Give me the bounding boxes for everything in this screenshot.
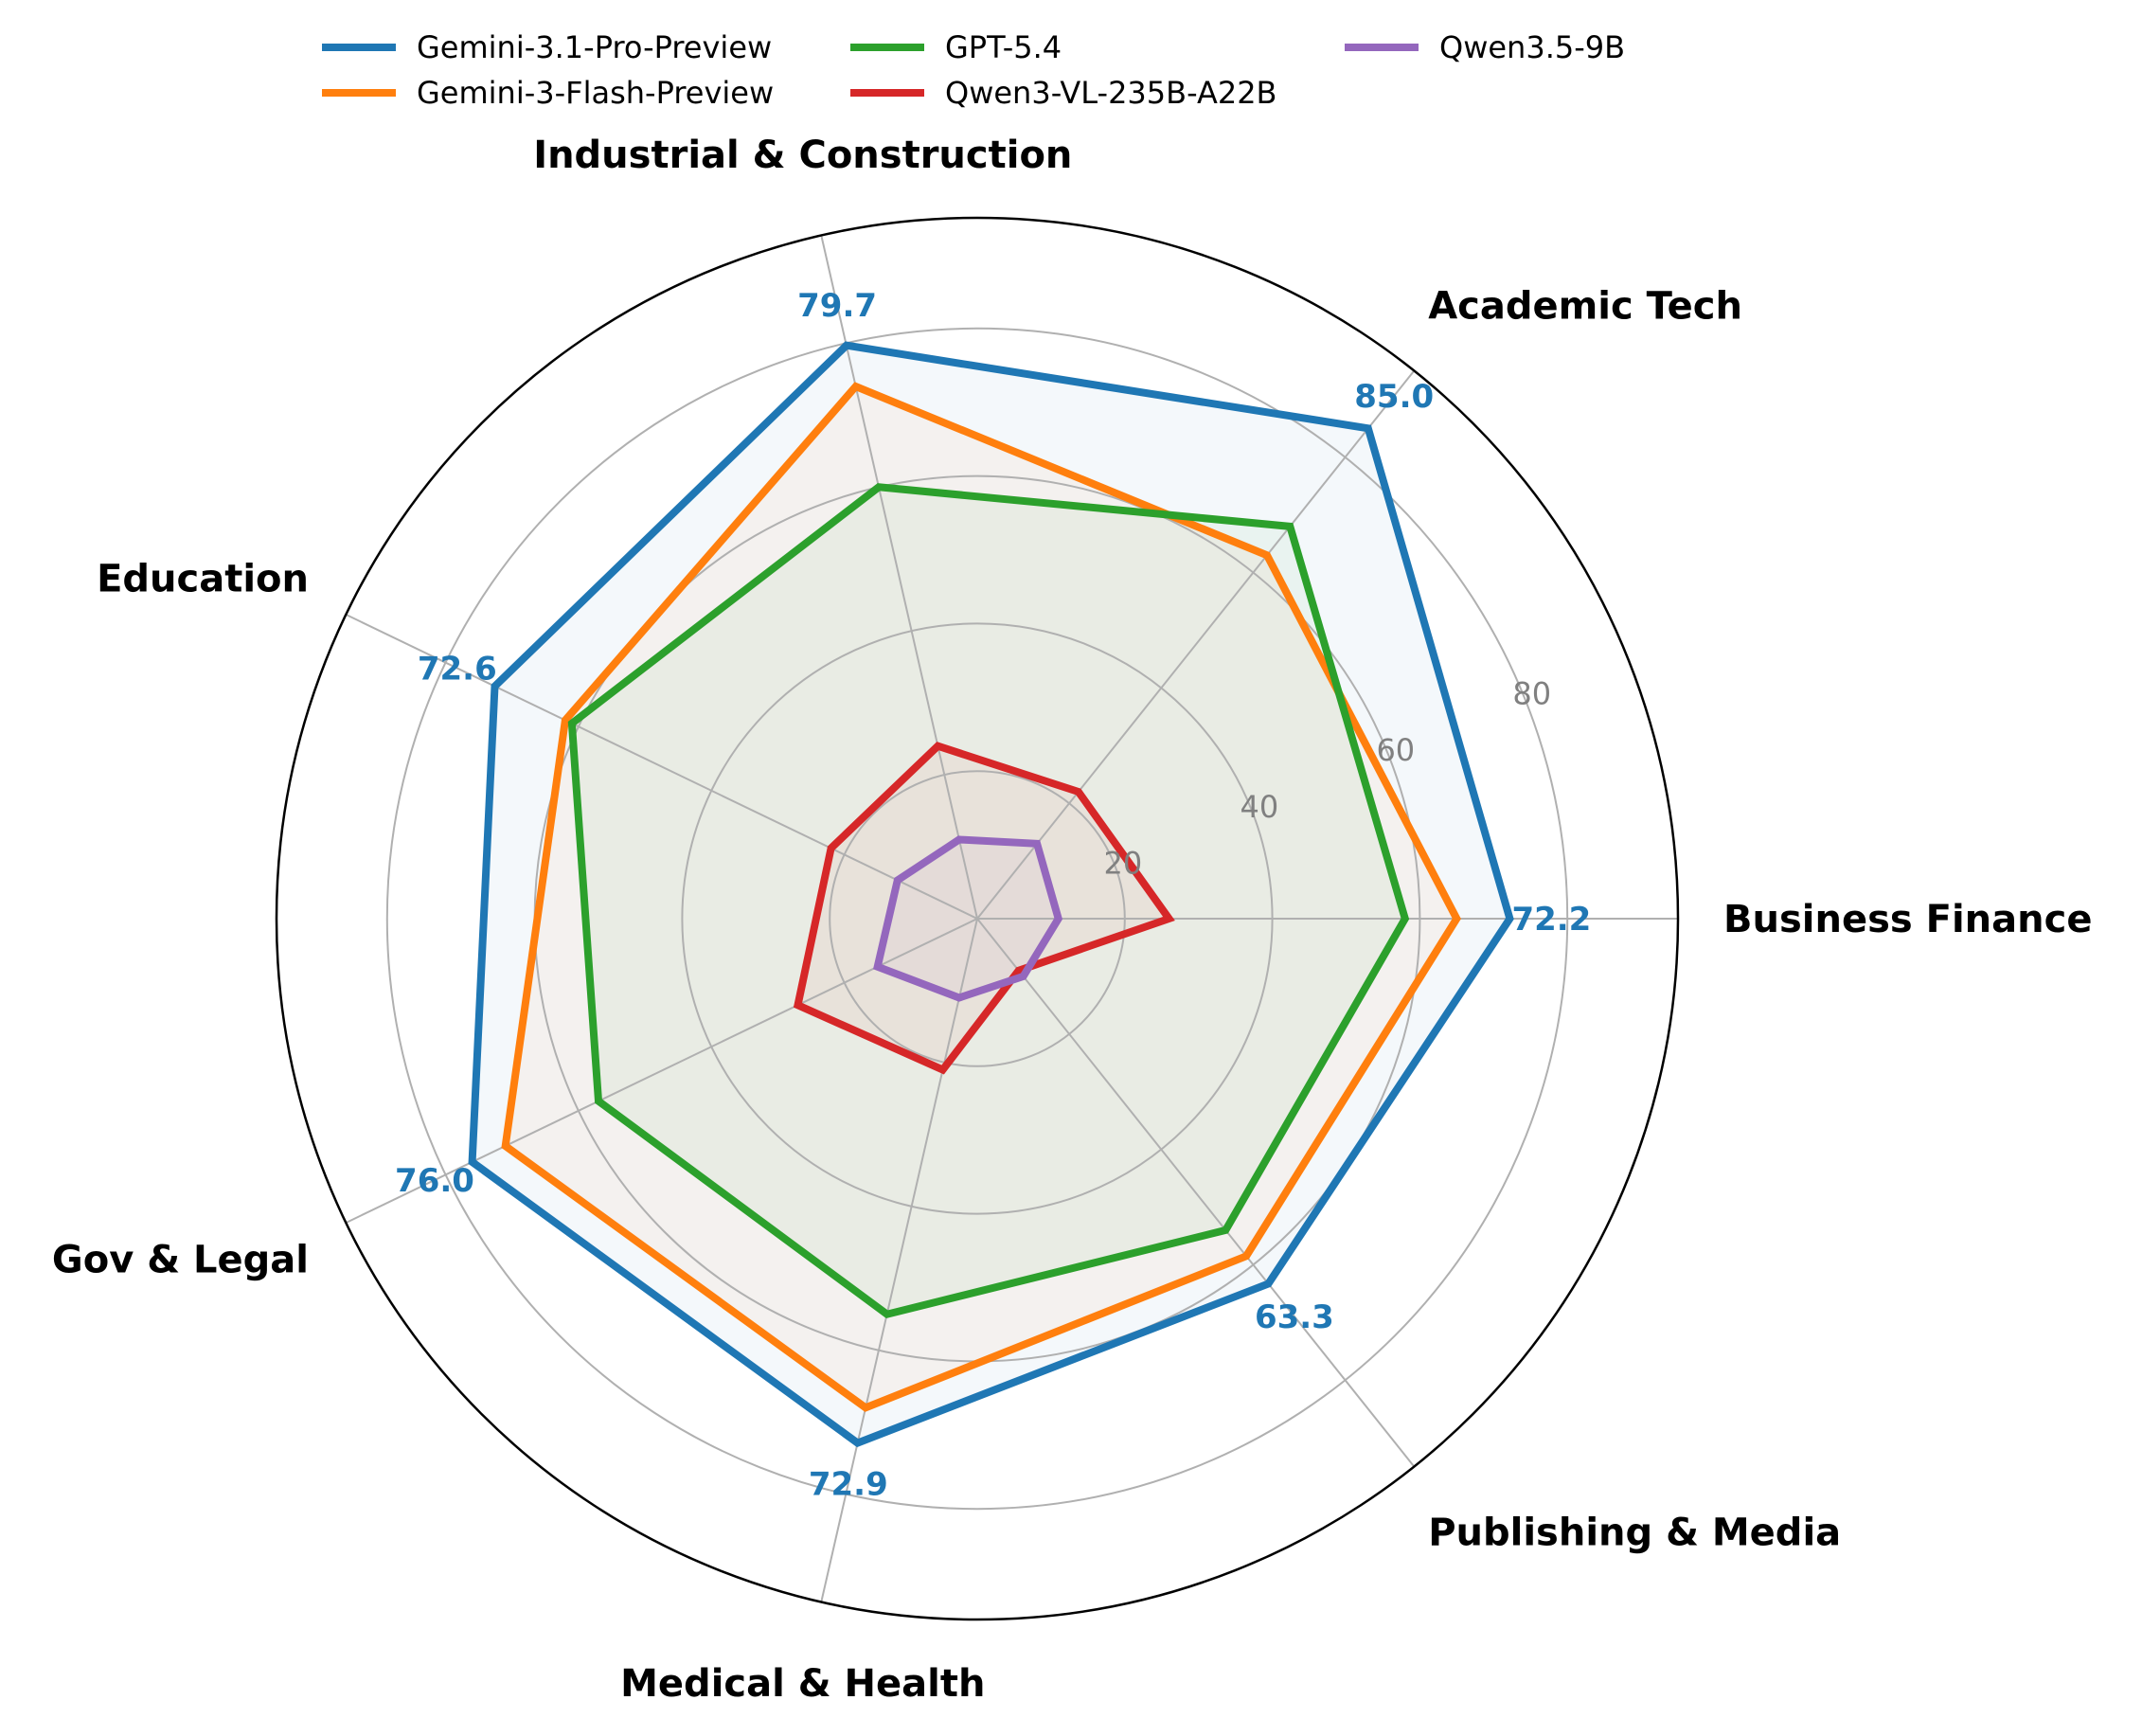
r-tick-label-60: 60: [1376, 732, 1415, 768]
series-line-gemini-3-flash-preview: [501, 382, 1461, 1412]
legend-label-qwen3-vl-235b-a22b: Qwen3-VL-235B-A22B: [945, 75, 1277, 111]
category-label-publishing-media: Publishing & Media: [1428, 1511, 1841, 1554]
series-line-gemini-3-1-pro-preview: [468, 341, 1514, 1448]
series-fill-qwen3-5-9b: [877, 839, 1059, 998]
spoke-education: [345, 613, 978, 920]
category-label-academic-tech: Academic Tech: [1428, 285, 1742, 329]
legend-label-gpt-5-4: GPT-5.4: [945, 29, 1062, 65]
spoke-publishing-media: [976, 918, 1416, 1468]
value-label-publishing-media: 63.3: [1255, 1298, 1334, 1336]
outer-frame: [275, 216, 1680, 1621]
series-fill-gemini-3-1-pro-preview: [472, 345, 1510, 1443]
series-line-qwen3-vl-235b-a22b: [793, 742, 1175, 1075]
series-lines: [468, 341, 1514, 1448]
category-label-gov-legal: Gov & Legal: [52, 1238, 309, 1281]
series-fills: [472, 345, 1510, 1443]
radial-grid: [345, 235, 1678, 1602]
category-label-business-finance: Business Finance: [1723, 898, 2092, 941]
series-line-gpt-5-4: [567, 483, 1410, 1319]
spoke-academic-tech: [976, 369, 1416, 920]
series-fill-qwen3-vl-235b-a22b: [797, 745, 1169, 1070]
category-label-education: Education: [97, 558, 309, 601]
value-labels: 72.2 85.0 79.7 72.6 76.0 72.9 63.3: [395, 287, 1591, 1504]
legend: Gemini-3.1-Pro-Preview Gemini-3-Flash-Pre…: [322, 29, 1625, 111]
value-label-industrial-construction: 79.7: [797, 287, 877, 325]
value-label-academic-tech: 85.0: [1354, 378, 1434, 416]
category-label-industrial-construction: Industrial & Construction: [533, 134, 1072, 177]
outer-circle: [275, 216, 1680, 1621]
r-tick-label-80: 80: [1512, 676, 1551, 712]
r-tick-label-40: 40: [1241, 789, 1279, 825]
legend-label-gemini-3-1-pro-preview: Gemini-3.1-Pro-Preview: [417, 29, 772, 65]
series-fill-gemini-3-flash-preview: [505, 386, 1457, 1408]
spoke-medical-health: [820, 918, 978, 1602]
spoke-gov-legal: [345, 918, 978, 1225]
category-label-medical-health: Medical & Health: [620, 1662, 985, 1706]
category-labels: Business Finance Academic Tech Industrial …: [52, 134, 2093, 1706]
radial-tick-labels: 20 40 60 80: [1104, 676, 1552, 882]
value-label-education: 72.6: [418, 651, 497, 689]
value-label-gov-legal: 76.0: [395, 1162, 474, 1200]
r-tick-label-20: 20: [1104, 845, 1143, 881]
series-line-qwen3-5-9b: [873, 835, 1063, 1002]
legend-label-gemini-3-flash-preview: Gemini-3-Flash-Preview: [417, 75, 774, 111]
value-label-medical-health: 72.9: [809, 1466, 888, 1504]
series-fill-gpt-5-4: [571, 487, 1405, 1315]
value-label-business-finance: 72.2: [1511, 901, 1591, 939]
legend-label-qwen3-5-9b: Qwen3.5-9B: [1439, 29, 1625, 65]
